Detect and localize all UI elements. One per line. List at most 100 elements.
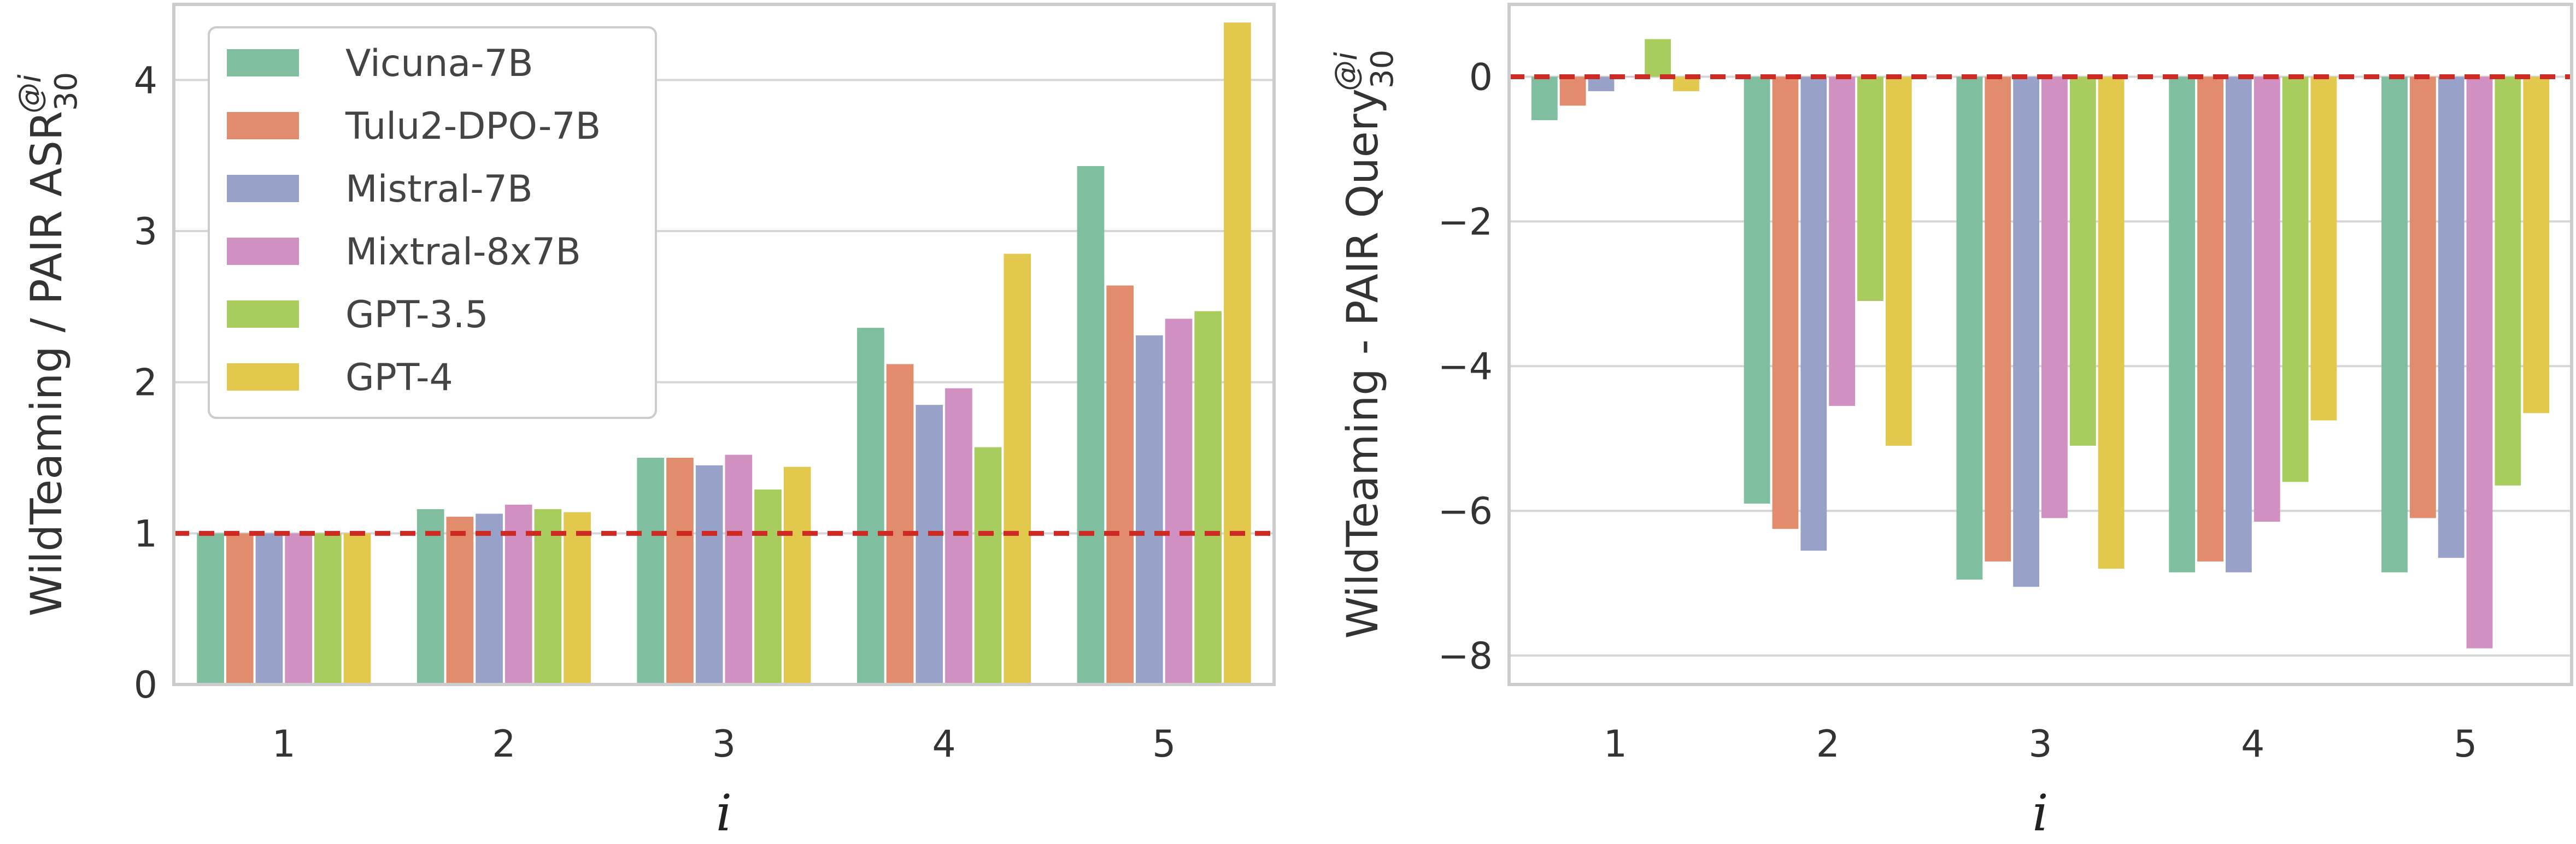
y-axis-label: WildTeaming - PAIR Query30@i <box>1329 50 1400 639</box>
legend-label: Mistral-7B <box>345 168 533 211</box>
bar-gpt-4-3 <box>2098 76 2125 569</box>
bar-gpt-3-5-4 <box>2282 76 2309 482</box>
x-tick-label: 5 <box>2454 723 2477 766</box>
x-axis-label: i <box>716 784 732 842</box>
bar-vicuna-7b-5 <box>2381 76 2408 572</box>
panel-right: 0 −2 −4 −6 −8 1 2 3 4 5 i WildTeaming - PAIR Query3… <box>1329 3 2573 842</box>
y-tick-label: 4 <box>134 59 157 102</box>
bar-gpt-4-3 <box>783 467 811 684</box>
y-tick-label: −8 <box>1438 635 1493 678</box>
bar-gpt-4-4 <box>1004 253 1031 684</box>
panel-left: 0 1 2 3 4 1 2 3 4 5 i WildTeaming / PAIR ASR30@i Vic… <box>13 3 1276 842</box>
bar-gpt-3-5-1 <box>314 533 342 684</box>
legend-swatch <box>227 238 299 265</box>
x-tick-label: 3 <box>712 723 736 766</box>
bar-vicuna-7b-1 <box>1531 76 1558 120</box>
bar-mistral-7b-3 <box>2013 76 2039 587</box>
bar-vicuna-7b-5 <box>1077 166 1105 684</box>
bar-tulu2-dpo-7b-4 <box>2197 76 2223 562</box>
legend: Vicuna-7B Tulu2-DPO-7B Mistral-7B Mixtral-8… <box>208 26 657 419</box>
bar-tulu2-dpo-7b-5 <box>2409 76 2436 518</box>
y-tick-label: 3 <box>134 210 157 253</box>
bar-gpt-3-5-3 <box>754 489 782 684</box>
bar-mixtral-8x7b-3 <box>725 455 753 684</box>
bar-tulu2-dpo-7b-2 <box>446 516 474 684</box>
x-tick-label: 2 <box>492 723 515 766</box>
bar-vicuna-7b-4 <box>857 328 884 684</box>
bar-mistral-7b-3 <box>695 465 723 684</box>
bar-gpt-3-5-5 <box>1194 311 1222 684</box>
x-tick-label: 4 <box>932 723 955 766</box>
bar-tulu2-dpo-7b-3 <box>666 458 694 684</box>
x-tick-label: 5 <box>1152 723 1176 766</box>
bar-mistral-7b-2 <box>476 514 503 684</box>
bar-gpt-4-2 <box>1885 76 1912 446</box>
y-tick-label: −6 <box>1438 490 1493 533</box>
bar-gpt-3-5-3 <box>2069 76 2096 446</box>
bar-gpt-3-5-5 <box>2495 76 2521 486</box>
y-tick-label: 2 <box>134 362 157 405</box>
legend-swatch <box>227 175 299 202</box>
bar-tulu2-dpo-7b-5 <box>1106 285 1134 684</box>
bar-gpt-4-2 <box>564 512 591 684</box>
bar-mixtral-8x7b-5 <box>2466 76 2493 648</box>
bar-vicuna-7b-4 <box>2169 76 2196 572</box>
axes-frame <box>172 3 1276 686</box>
legend-swatch <box>227 300 299 328</box>
bar-gpt-3-5-1 <box>1645 39 1671 77</box>
bar-gpt-3-5-2 <box>1857 76 1883 302</box>
bar-tulu2-dpo-7b-2 <box>1772 76 1799 529</box>
legend-swatch <box>227 49 299 76</box>
bar-mixtral-8x7b-4 <box>2254 76 2280 522</box>
legend-label: GPT-4 <box>345 356 453 399</box>
bar-mixtral-8x7b-1 <box>1616 76 1643 77</box>
bar-mistral-7b-2 <box>1800 76 1827 551</box>
bar-mixtral-8x7b-3 <box>2041 76 2068 518</box>
bar-mixtral-8x7b-1 <box>285 533 312 684</box>
bar-gpt-4-1 <box>343 533 371 684</box>
bar-gpt-3-5-4 <box>974 447 1002 684</box>
legend-label: Tulu2-DPO-7B <box>345 105 601 148</box>
legend-swatch <box>227 363 299 391</box>
legend-label: GPT-3.5 <box>345 293 489 337</box>
x-axis-label: i <box>2032 784 2048 842</box>
bar-vicuna-7b-1 <box>197 533 224 684</box>
bar-gpt-4-5 <box>1224 22 1251 685</box>
axes-frame <box>1507 3 2573 686</box>
y-tick-label: 0 <box>1469 56 1493 99</box>
bar-tulu2-dpo-7b-1 <box>226 533 254 684</box>
bar-mistral-7b-4 <box>916 405 943 684</box>
bar-vicuna-7b-2 <box>416 509 444 684</box>
x-tick-label: 1 <box>1604 723 1627 766</box>
bar-mistral-7b-5 <box>2438 76 2464 558</box>
bar-gpt-4-5 <box>2523 76 2550 414</box>
legend-label: Vicuna-7B <box>345 42 533 85</box>
x-tick-label: 2 <box>1816 723 1840 766</box>
x-tick-label: 3 <box>2028 723 2052 766</box>
bar-mixtral-8x7b-4 <box>945 388 972 684</box>
bar-mistral-7b-4 <box>2225 76 2252 572</box>
bar-tulu2-dpo-7b-4 <box>886 364 914 684</box>
y-tick-label: −2 <box>1438 200 1493 244</box>
bar-mistral-7b-5 <box>1136 335 1163 684</box>
bar-mixtral-8x7b-2 <box>1829 76 1856 406</box>
bar-vicuna-7b-3 <box>1956 76 1983 580</box>
y-tick-label: 0 <box>134 664 157 707</box>
y-tick-label: 1 <box>134 512 157 556</box>
x-tick-label: 1 <box>272 723 296 766</box>
bar-gpt-3-5-2 <box>534 509 562 684</box>
x-tick-label: 4 <box>2241 723 2264 766</box>
bar-mistral-7b-1 <box>255 533 283 684</box>
bar-mixtral-8x7b-5 <box>1165 318 1193 684</box>
bar-vicuna-7b-3 <box>637 458 665 684</box>
bar-tulu2-dpo-7b-1 <box>1559 76 1586 106</box>
y-tick-label: −4 <box>1438 345 1493 388</box>
bar-tulu2-dpo-7b-3 <box>1985 76 2011 562</box>
y-axis-label: WildTeaming / PAIR ASR30@i <box>13 72 84 617</box>
legend-box <box>208 26 657 419</box>
bar-gpt-4-4 <box>2310 76 2337 421</box>
legend-swatch <box>227 112 299 139</box>
bar-vicuna-7b-2 <box>1744 76 1770 504</box>
